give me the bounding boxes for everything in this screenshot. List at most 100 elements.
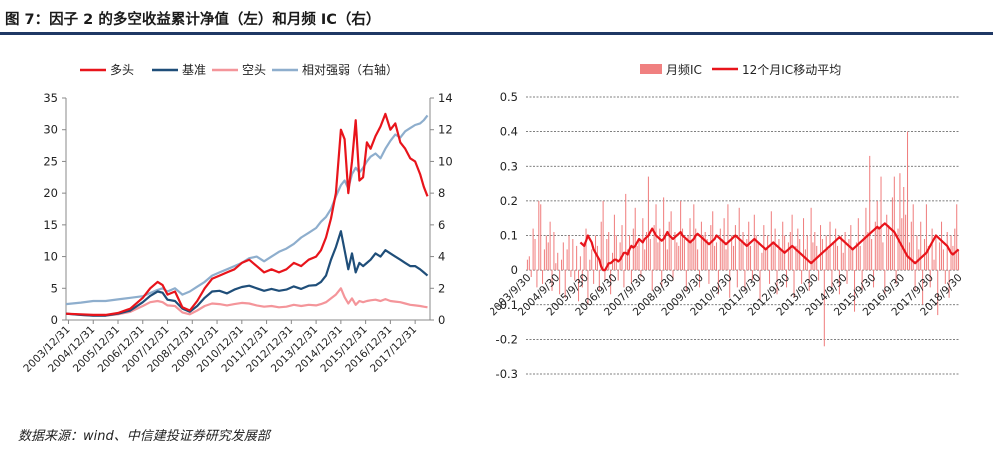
ic-bar: [697, 249, 699, 271]
ic-bar: [910, 221, 912, 271]
ic-moving-average-line: [579, 222, 960, 272]
legend-label: 相对强弱（右轴）: [302, 62, 398, 77]
ic-bar: [572, 239, 574, 271]
ic-bar: [899, 173, 901, 271]
ic-bar: [755, 235, 757, 271]
ic-bar: [873, 270, 875, 288]
ic-bar: [608, 232, 610, 271]
ic-bar: [617, 270, 619, 281]
ic-bar: [719, 228, 721, 271]
y-tick-label: 30: [43, 123, 58, 137]
ic-bar: [884, 270, 886, 295]
ic-bar: [746, 239, 748, 271]
ic-bar: [725, 249, 727, 271]
series-line-0: [65, 112, 429, 316]
ic-bar: [602, 200, 604, 271]
y2-tick-label: 8: [438, 186, 445, 200]
ic-bar: [621, 225, 623, 271]
y2-tick-label: 14: [438, 91, 453, 105]
ic-bar: [835, 228, 837, 271]
ic-bar: [574, 270, 576, 281]
y2-tick-label: 2: [438, 281, 445, 295]
ic-bar: [867, 232, 869, 271]
ic-bar: [939, 242, 941, 271]
ic-bar: [683, 239, 685, 271]
ic-bar: [555, 263, 557, 271]
ic-bar: [570, 270, 572, 277]
ic-bar: [629, 235, 631, 271]
ic-bar: [706, 239, 708, 271]
ic-bar: [587, 270, 589, 305]
ic-bar: [789, 232, 791, 271]
y-tick-label: 10: [43, 250, 58, 264]
ic-bar: [958, 249, 960, 271]
ic-bar: [729, 270, 731, 298]
ic-bar: [761, 252, 763, 271]
ic-bar: [795, 245, 797, 271]
ic-bar: [638, 239, 640, 271]
ic-bar: [827, 249, 829, 271]
ic-bar: [833, 242, 835, 271]
ic-bar: [840, 235, 842, 271]
ic-bar: [865, 207, 867, 271]
ic-bar: [604, 270, 606, 281]
ic-bar: [854, 270, 856, 312]
ic-bar: [685, 270, 687, 291]
ic-bar: [583, 242, 585, 271]
ic-bar: [855, 242, 857, 271]
ic-bar: [897, 228, 899, 271]
ic-bar: [670, 211, 672, 271]
figure-title: 图 7：因子 2 的多空收益累计净值（左）和月频 IC（右）: [5, 12, 381, 28]
ic-bar: [549, 221, 551, 271]
ic-bar: [744, 270, 746, 291]
ic-bar: [848, 239, 850, 271]
ic-bar: [782, 221, 784, 271]
ic-bar: [946, 232, 948, 271]
ic-bar: [895, 270, 897, 284]
right-chart: 月频IC 12个月IC移动平均 -0.3 -0.2 -0.1 0 0.1 0.2 0.3 0.4 0…: [490, 63, 965, 381]
ic-bar: [920, 221, 922, 271]
ic-bar: [810, 207, 812, 271]
ic-bar: [838, 270, 840, 295]
ic-bar: [578, 270, 580, 302]
ic-bar: [651, 270, 653, 291]
ic-bar: [598, 270, 600, 291]
ic-bar: [557, 252, 559, 271]
ic-bar: [714, 245, 716, 271]
ic-bar: [721, 239, 723, 271]
ic-bar: [542, 270, 544, 284]
ic-bar: [634, 207, 636, 271]
ic-bar: [786, 270, 788, 288]
ic-bar: [791, 214, 793, 271]
ic-bar: [814, 232, 816, 271]
ic-bar: [666, 249, 668, 271]
ic-bar: [536, 270, 538, 288]
ic-bar: [668, 221, 670, 271]
legend-swatch: [640, 64, 662, 74]
ic-bar: [543, 249, 545, 271]
ic-bar: [871, 239, 873, 271]
y2-tick-label: 6: [438, 218, 445, 232]
ic-bar: [925, 204, 927, 271]
ic-bar: [678, 245, 680, 271]
ic-bar: [600, 221, 602, 271]
y-tick-label: 35: [43, 91, 58, 105]
ic-bar: [576, 245, 578, 271]
ic-bar: [538, 200, 540, 271]
ic-bar: [717, 270, 719, 295]
ic-bar: [944, 270, 946, 284]
ic-bar: [568, 235, 570, 271]
ic-bar: [823, 270, 825, 347]
ic-bar: [753, 214, 755, 271]
ic-bar: [680, 200, 682, 271]
y-tick-label: -0.2: [496, 332, 518, 346]
ic-bar: [647, 176, 649, 271]
ic-bar: [863, 235, 865, 271]
ic-bar: [687, 235, 689, 271]
y2-tick-label: 10: [438, 154, 453, 168]
ic-bar: [751, 270, 753, 281]
ic-bar: [787, 242, 789, 271]
ic-bar: [665, 235, 667, 271]
ic-bar: [723, 218, 725, 271]
ic-bar: [820, 225, 822, 271]
